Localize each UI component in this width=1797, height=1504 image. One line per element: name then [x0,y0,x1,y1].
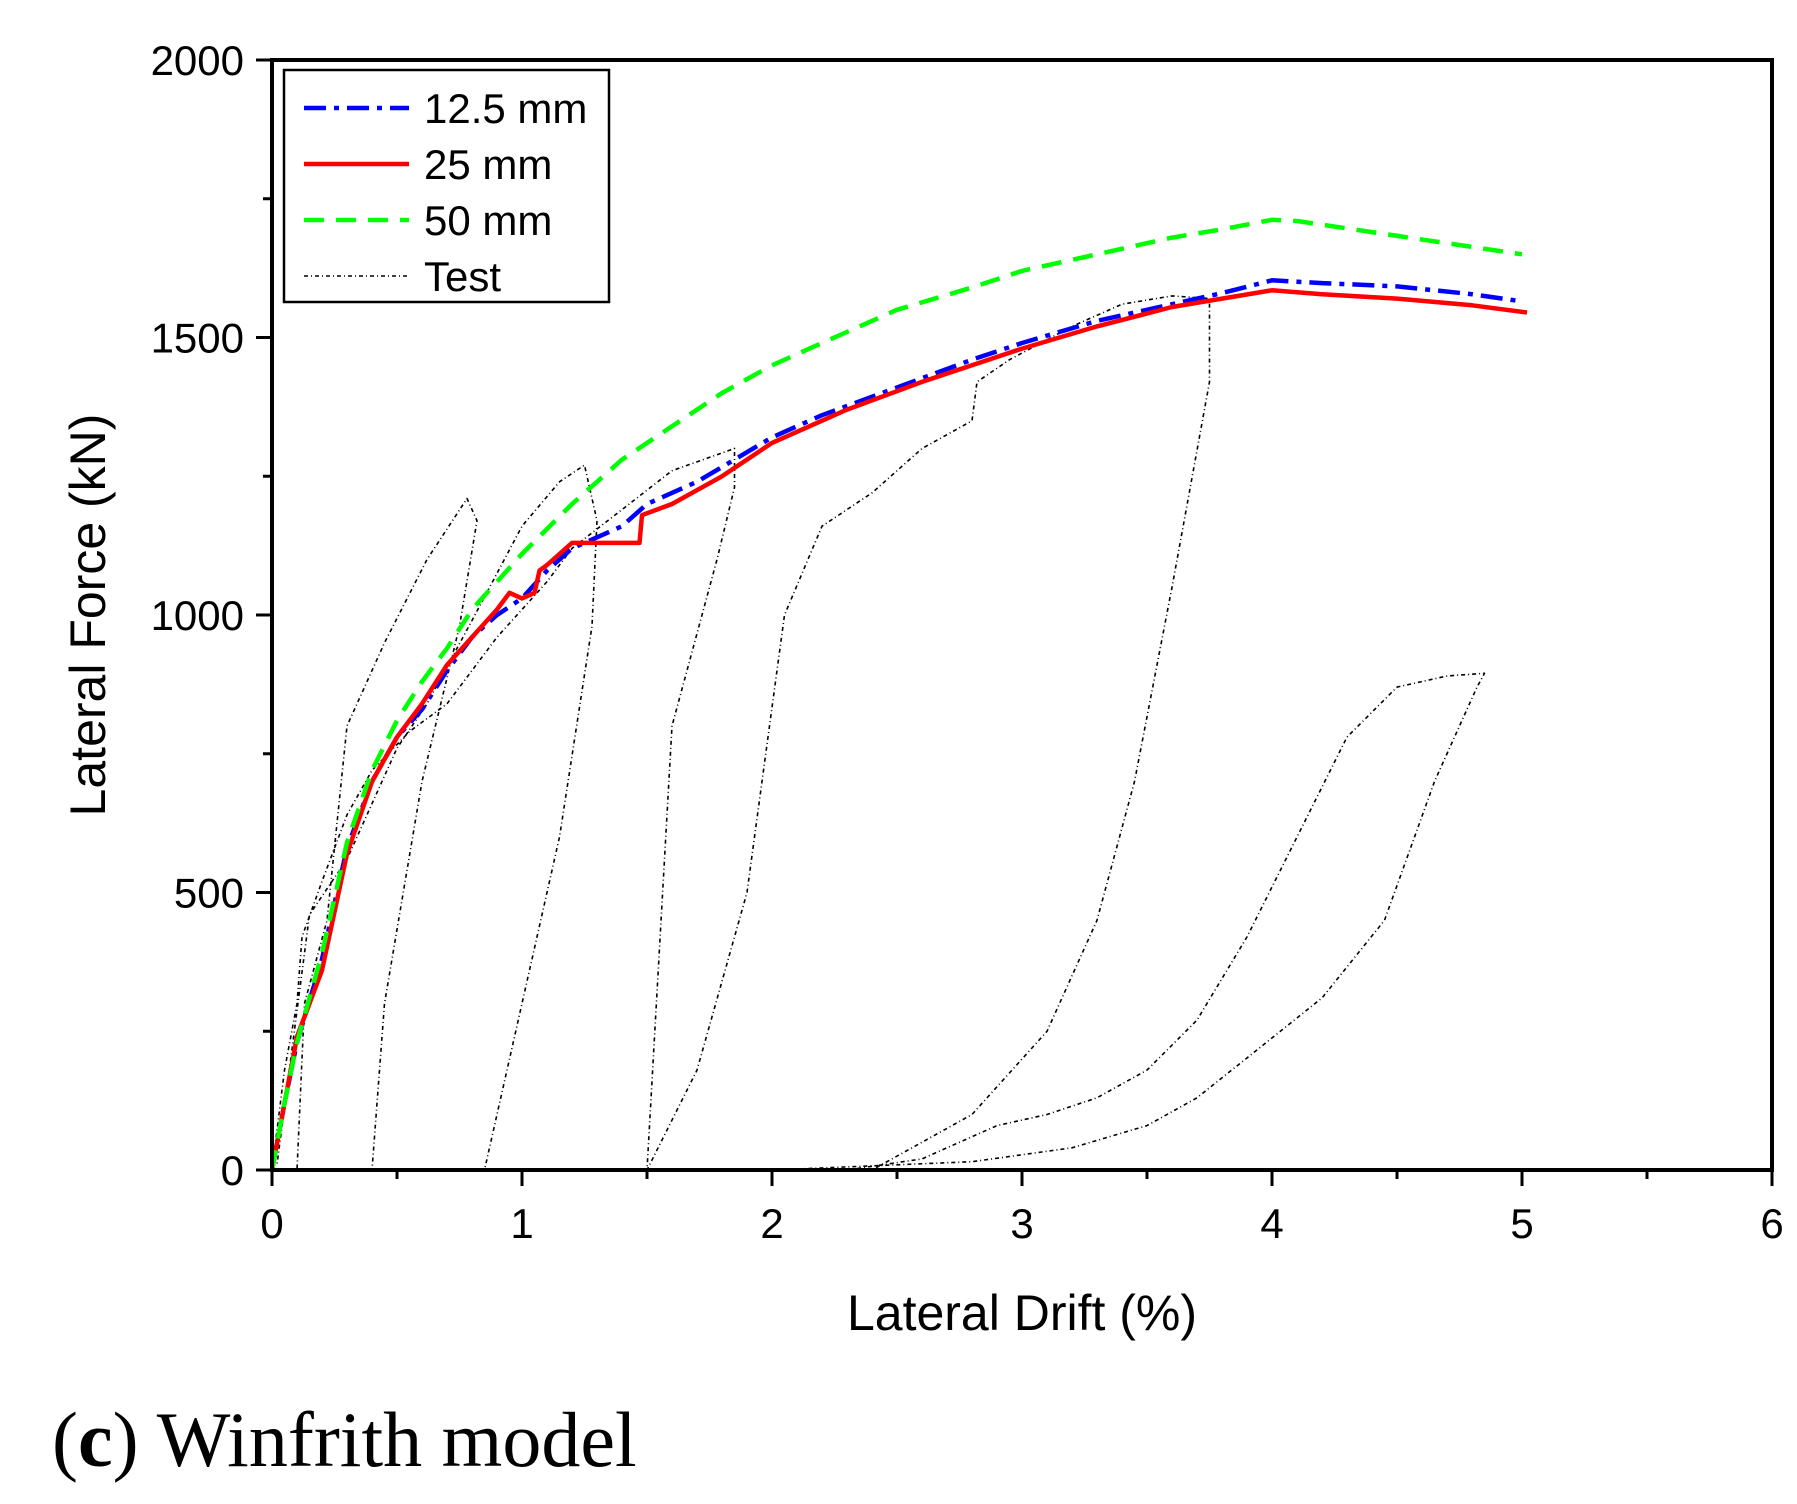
series-line-50-mm [272,217,1523,1170]
series-layer [272,217,1528,1170]
series-line-test [272,295,1486,1170]
y-axis-label: Lateral Force (kN) [60,414,116,817]
legend-label: Test [424,253,501,300]
y-tick-label: 0 [221,1147,244,1194]
x-tick-label: 5 [1510,1200,1533,1247]
y-tick-label: 500 [174,870,244,917]
figure-caption: (c) Winfrith model [52,1396,637,1483]
series-line-12-5-mm [272,278,1523,1170]
caption-label-letter: c [77,1396,113,1483]
x-axis: 0 1 2 3 4 5 6 [260,1170,1784,1247]
x-tick-label: 0 [260,1200,283,1247]
y-tick-label: 1500 [151,315,244,362]
x-tick-label: 3 [1010,1200,1033,1247]
y-tick-label: 2000 [151,37,244,84]
y-axis: 0 500 1000 1500 2000 [151,37,272,1194]
caption-text: Winfrith model [156,1396,637,1483]
legend-label: 25 mm [424,141,552,188]
x-axis-label: Lateral Drift (%) [847,1285,1197,1341]
x-tick-label: 6 [1760,1200,1783,1247]
x-tick-label: 4 [1260,1200,1283,1247]
x-tick-label: 1 [510,1200,533,1247]
legend-label: 50 mm [424,197,552,244]
x-tick-label: 2 [760,1200,783,1247]
series-line-25-mm [272,288,1528,1170]
legend: 12.5 mm 25 mm 50 mm Test [282,68,611,304]
legend-label: 12.5 mm [424,85,587,132]
y-tick-label: 1000 [151,592,244,639]
